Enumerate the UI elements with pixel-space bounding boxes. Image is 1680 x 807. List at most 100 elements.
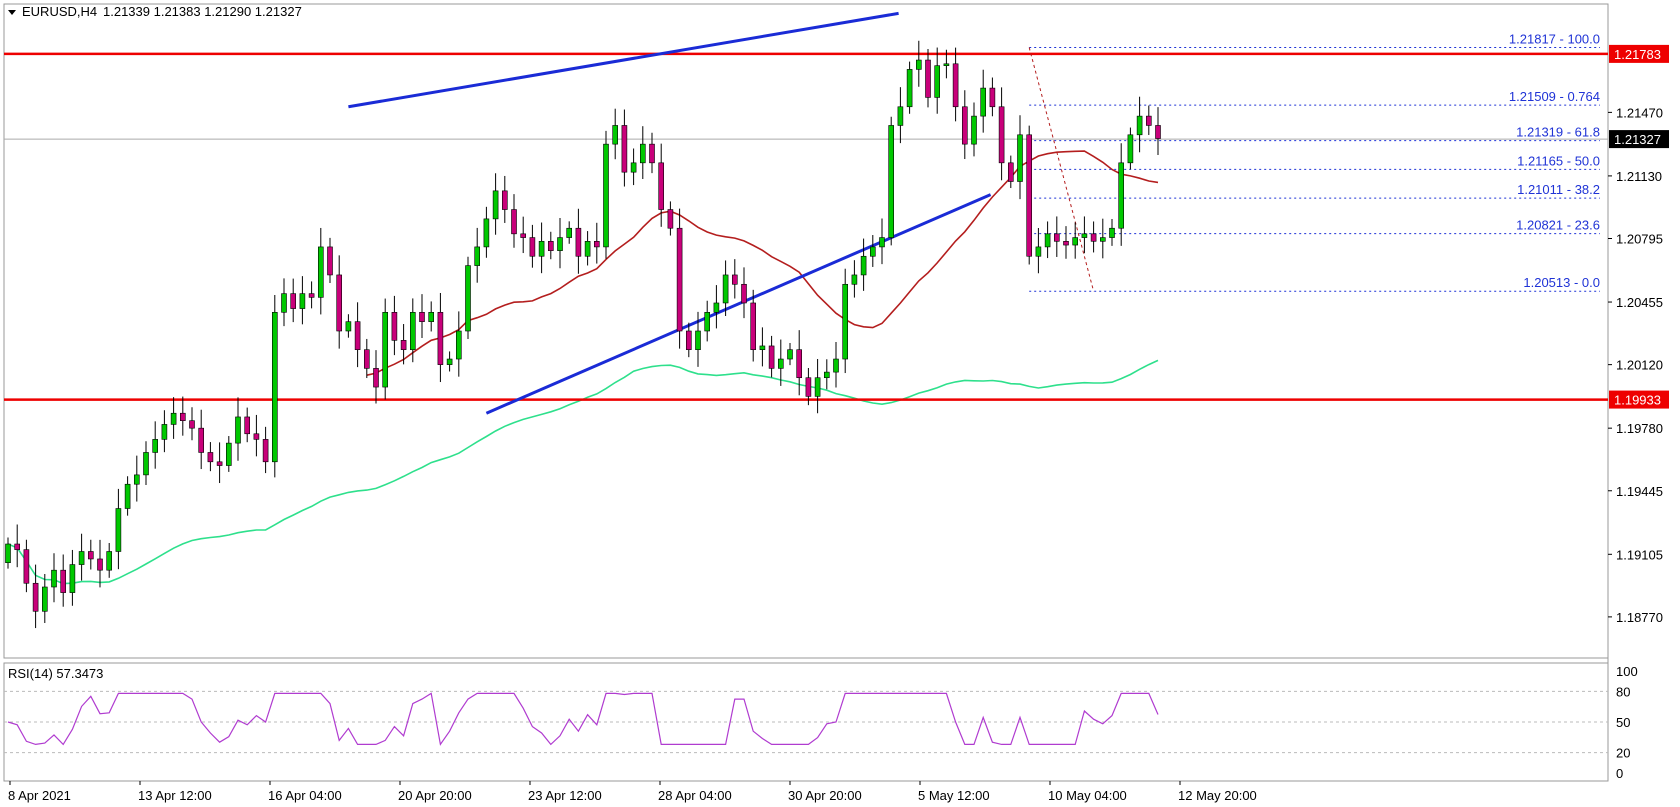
candle [649, 132, 655, 174]
trendline-upper[interactable] [348, 11, 899, 109]
rsi-tick-label: 0 [1616, 766, 1623, 781]
candle [106, 543, 112, 578]
candle-body [382, 312, 389, 388]
candle [593, 222, 600, 264]
candle [888, 116, 895, 246]
time-tick-label: 30 Apr 20:00 [788, 788, 862, 803]
candle-body [1081, 233, 1088, 238]
candle [547, 231, 554, 260]
rsi-tick-label: 50 [1616, 715, 1630, 730]
rsi-tick-label: 100 [1616, 664, 1638, 679]
candle-body [244, 416, 250, 435]
sr-level-tag [1609, 44, 1669, 63]
sr-level-label: 1.21783 [1614, 47, 1661, 62]
candle-body [842, 283, 849, 360]
candle [1146, 105, 1152, 135]
candle-body [317, 246, 324, 298]
candle-body [961, 106, 968, 145]
candle [382, 298, 389, 400]
fib-level-label: 1.20513 - 0.0 [1523, 275, 1600, 290]
sr-level-label: 1.19933 [1614, 393, 1661, 408]
candle-body [906, 69, 913, 108]
candle-body [88, 551, 94, 560]
fib-level-label: 1.21509 - 0.764 [1509, 89, 1600, 104]
candle-body [253, 433, 260, 440]
candle [409, 298, 416, 363]
candle [492, 173, 499, 235]
candle-body [1100, 237, 1106, 242]
candle-body [1044, 233, 1051, 248]
candle-body [1026, 134, 1032, 257]
price-tick-label: 1.20795 [1616, 232, 1663, 247]
candle-body [170, 412, 177, 425]
candle-body [777, 358, 784, 369]
trendline-lower[interactable] [485, 193, 992, 415]
rsi-tick-label: 80 [1616, 684, 1630, 699]
candle-body [796, 349, 803, 379]
candle-body [998, 106, 1005, 164]
rsi-label: RSI(14) 57.3473 [8, 666, 103, 681]
candle [695, 311, 701, 367]
candle [327, 237, 333, 284]
candle [308, 281, 315, 309]
main-pane [3, 3, 1609, 659]
candle [226, 436, 232, 472]
candle [170, 397, 177, 439]
candle-body [511, 209, 517, 235]
candle-body [980, 87, 987, 117]
candle-body [354, 321, 361, 350]
candle [722, 260, 729, 317]
candle-body [363, 349, 370, 369]
dropdown-icon[interactable] [8, 10, 16, 15]
fib-level-label: 1.20821 - 23.6 [1516, 218, 1600, 233]
candle-body [731, 274, 738, 285]
candle-body [14, 543, 20, 550]
candle-body [943, 63, 950, 66]
time-tick-label: 16 Apr 04:00 [268, 788, 342, 803]
candle [455, 311, 462, 377]
candle [612, 108, 619, 160]
time-tick-label: 20 Apr 20:00 [398, 788, 472, 803]
candle-body [483, 218, 490, 248]
candle [134, 455, 140, 502]
rsi-pane [3, 662, 1609, 782]
candle [704, 300, 711, 342]
time-tick-label: 5 May 12:00 [918, 788, 990, 803]
price-tick-label: 1.18770 [1616, 610, 1663, 625]
candle [961, 90, 968, 160]
candle [363, 338, 370, 379]
candle-body [271, 312, 278, 463]
candle [869, 235, 876, 267]
candle [5, 537, 11, 569]
candle [69, 549, 76, 606]
candle-body [1155, 125, 1161, 139]
candle [198, 409, 204, 470]
candle [520, 216, 527, 254]
candle [400, 324, 407, 365]
candle [759, 327, 766, 367]
candle-body [69, 564, 76, 593]
candle-body [685, 330, 692, 350]
candle [428, 301, 435, 332]
candle-body [23, 549, 30, 584]
fib-level-label: 1.21319 - 61.8 [1516, 125, 1600, 140]
candle-body [833, 358, 839, 373]
candle [41, 573, 48, 623]
candle [373, 350, 379, 404]
rsi-line [7, 692, 1159, 746]
candle [603, 130, 609, 259]
ma-fast-line [366, 150, 1159, 376]
candle-body [879, 237, 885, 248]
candle-body [566, 227, 573, 238]
candle-body [124, 483, 131, 509]
candle [639, 126, 646, 179]
candle [851, 260, 858, 298]
candle [741, 267, 747, 319]
candle [667, 201, 674, 236]
symbol-label: EURUSD,H4 [22, 4, 97, 19]
candle [1035, 228, 1042, 274]
candle [538, 222, 545, 274]
candle [575, 208, 582, 274]
candle [235, 397, 241, 461]
